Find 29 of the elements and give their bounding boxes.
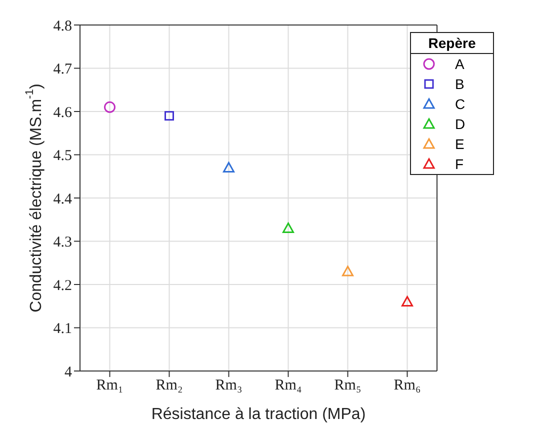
x-axis-title: Résistance à la traction (MPa)	[151, 406, 366, 423]
y-tick-label: 4.8	[53, 18, 72, 34]
legend-label: A	[455, 56, 464, 72]
y-tick-label: 4.6	[53, 104, 72, 121]
x-tick-label: Rm₂	[156, 378, 183, 394]
y-tick-label: 4	[64, 364, 72, 380]
legend-title: Repère	[411, 33, 493, 54]
y-tick-label: 4.7	[53, 62, 72, 78]
x-tick-label: Rm₆	[394, 378, 421, 394]
x-tick-label: Rm₄	[274, 378, 302, 394]
point	[164, 111, 174, 121]
point	[223, 162, 234, 172]
point	[282, 222, 294, 234]
y-tick-label: 4.3	[53, 234, 72, 251]
point	[342, 266, 354, 276]
legend-label: F	[455, 156, 464, 172]
x-tick-label: Rm₃	[215, 378, 242, 394]
legend-label: D	[455, 116, 466, 132]
x-tick-label: Rm₅	[334, 378, 362, 394]
legend-label: B	[455, 76, 464, 92]
legend-label: E	[455, 136, 464, 152]
y-tick-label: 4.2	[53, 278, 72, 294]
legend-label: C	[455, 96, 466, 112]
point	[104, 101, 116, 113]
y-tick-label: 4.5	[53, 148, 72, 164]
point	[402, 296, 413, 307]
x-tick-label: Rm₁	[96, 378, 124, 394]
y-tick-label: 4.4	[53, 191, 72, 208]
y-tick-label: 4.1	[53, 321, 72, 338]
